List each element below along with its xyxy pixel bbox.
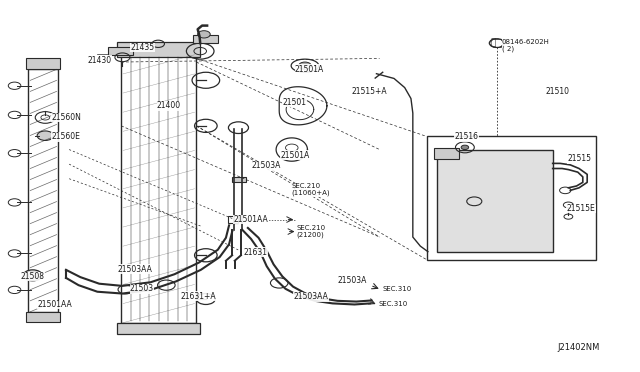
Text: 21501: 21501 bbox=[282, 98, 307, 107]
Bar bbox=[232, 177, 246, 182]
Text: 21515: 21515 bbox=[568, 154, 592, 163]
Text: 21400: 21400 bbox=[157, 101, 181, 110]
Bar bbox=[433, 148, 459, 159]
Text: 21508: 21508 bbox=[20, 272, 44, 281]
Text: SEC.210
(11060+A): SEC.210 (11060+A) bbox=[292, 183, 330, 196]
Text: SEC.310: SEC.310 bbox=[383, 286, 412, 292]
Text: 21503A: 21503A bbox=[251, 161, 280, 170]
Circle shape bbox=[37, 131, 54, 141]
Text: 21510: 21510 bbox=[546, 87, 570, 96]
Text: 21631+A: 21631+A bbox=[180, 292, 216, 301]
Bar bbox=[436, 150, 553, 252]
Text: 21503AA: 21503AA bbox=[117, 264, 152, 274]
Circle shape bbox=[299, 62, 311, 69]
Text: 21430: 21430 bbox=[88, 56, 112, 65]
Text: SEC.310: SEC.310 bbox=[379, 301, 408, 308]
Bar bbox=[28, 69, 58, 312]
Text: 21515E: 21515E bbox=[566, 204, 595, 213]
Text: 21501A: 21501A bbox=[295, 65, 324, 74]
Text: 21503: 21503 bbox=[130, 284, 154, 293]
Bar bbox=[117, 323, 200, 334]
Circle shape bbox=[461, 145, 468, 150]
Text: 21515+A: 21515+A bbox=[351, 87, 387, 96]
Bar bbox=[228, 216, 239, 223]
Text: 08146-6202H
( 2): 08146-6202H ( 2) bbox=[502, 39, 550, 52]
Text: 21516: 21516 bbox=[455, 132, 479, 141]
Bar bbox=[26, 312, 60, 322]
Bar bbox=[193, 35, 218, 43]
Text: 21503AA: 21503AA bbox=[294, 292, 328, 301]
Text: 21501A: 21501A bbox=[280, 151, 310, 160]
Text: 21631: 21631 bbox=[243, 248, 268, 257]
Text: 21501AA: 21501AA bbox=[234, 215, 268, 224]
Bar bbox=[26, 58, 60, 69]
Text: 21435: 21435 bbox=[131, 43, 155, 52]
Text: J21402NM: J21402NM bbox=[557, 343, 600, 352]
Text: Ⓑ: Ⓑ bbox=[490, 38, 496, 47]
Bar bbox=[117, 42, 200, 57]
Text: 21503A: 21503A bbox=[337, 276, 367, 285]
Circle shape bbox=[198, 31, 210, 38]
Text: SEC.210
(21200): SEC.210 (21200) bbox=[296, 225, 325, 238]
Bar bbox=[427, 137, 596, 260]
Text: 21501AA: 21501AA bbox=[38, 300, 72, 309]
Text: 21560N: 21560N bbox=[52, 113, 81, 122]
Circle shape bbox=[23, 270, 42, 281]
Bar bbox=[121, 55, 196, 323]
Text: 21560E: 21560E bbox=[52, 132, 81, 141]
Bar bbox=[108, 48, 133, 55]
